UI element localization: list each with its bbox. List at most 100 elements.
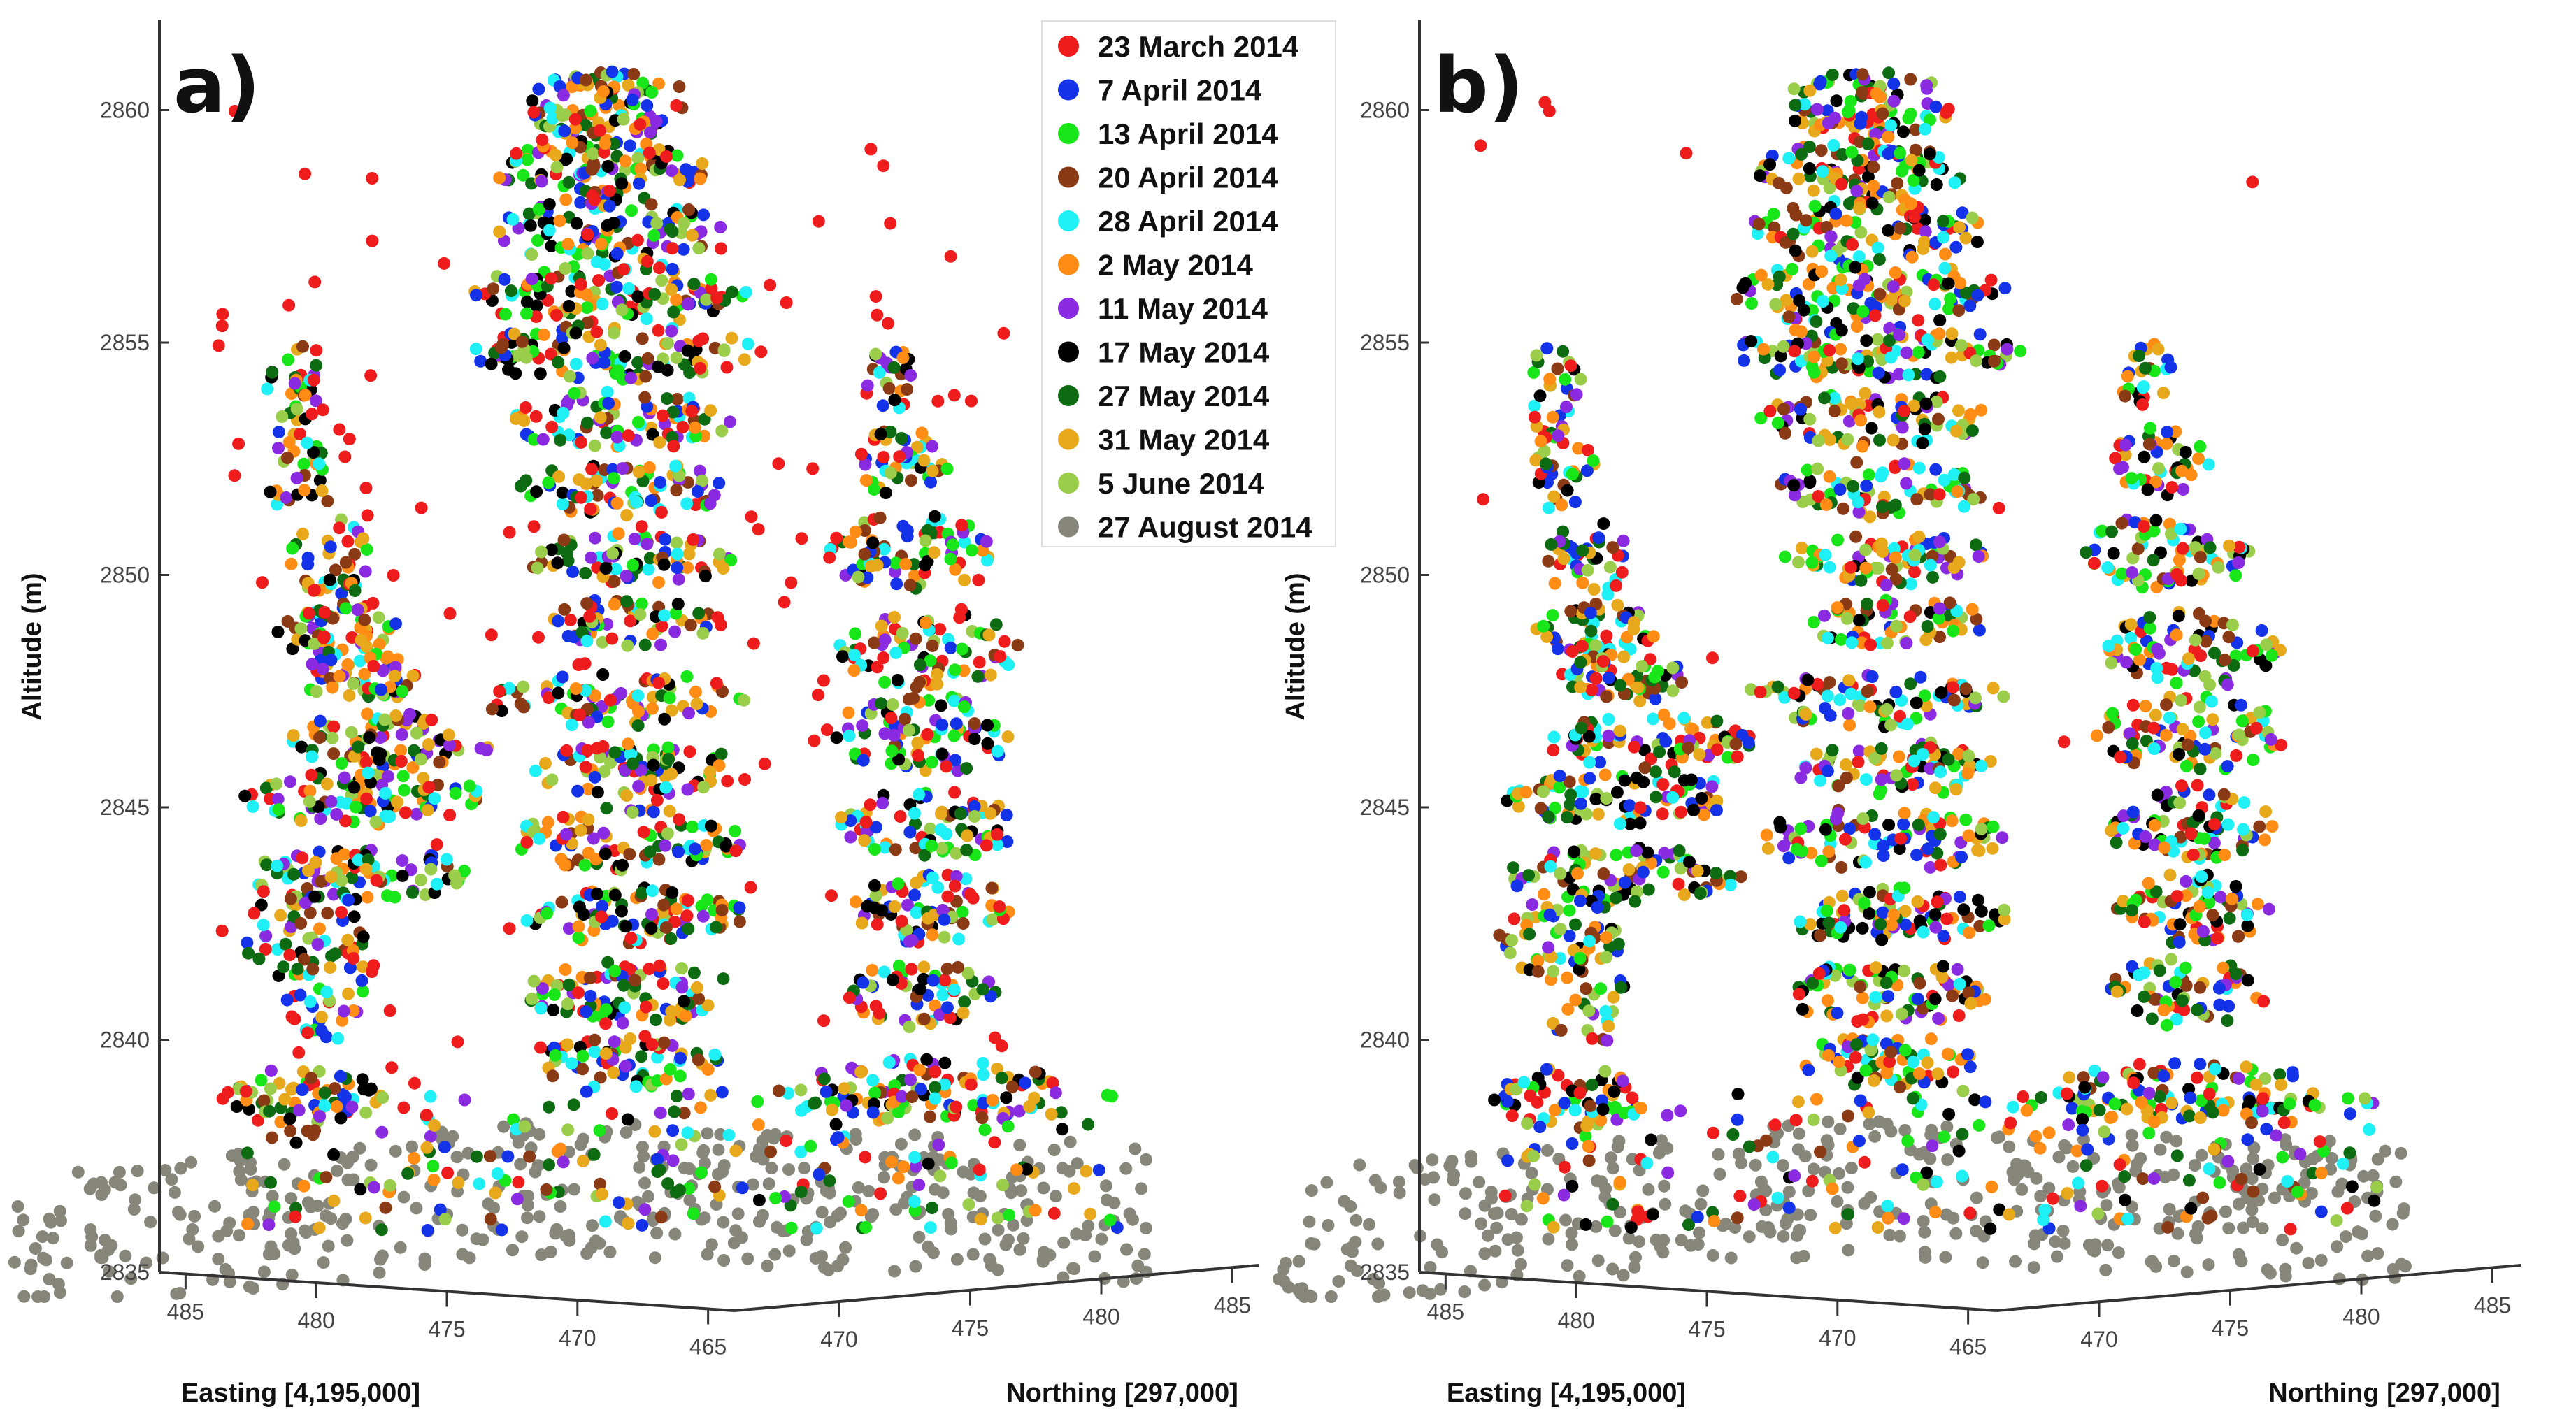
point [1864,1044,1877,1056]
point [599,137,612,150]
point [1001,1120,1015,1133]
point [924,822,937,835]
point [1963,299,1977,312]
point [509,412,522,425]
point [243,1280,256,1293]
point [595,700,608,713]
point [854,447,868,461]
point [909,1160,922,1173]
point [359,756,373,769]
point [297,1179,310,1193]
point [988,1136,1001,1149]
point [301,1026,314,1039]
point [713,759,726,772]
point [170,1287,183,1300]
point [936,904,950,916]
point [981,719,994,732]
point [310,685,323,698]
point [324,795,338,808]
point [1598,768,1612,781]
point [687,533,700,546]
point [424,1090,437,1103]
point [1553,781,1566,794]
point [1796,1002,1809,1016]
point [1547,744,1560,757]
point [580,597,594,610]
point [940,462,954,475]
point [521,1211,534,1225]
point [677,243,690,256]
point [517,680,530,693]
point [608,965,622,978]
point [309,394,322,408]
point [341,658,355,671]
point [1838,904,1851,917]
point [666,405,680,419]
point [670,293,683,306]
point [272,803,285,816]
point [708,489,721,502]
point [823,551,836,564]
point [1826,68,1839,81]
point [219,1262,232,1276]
point [338,450,352,463]
point [1924,1032,1938,1046]
point [823,1174,836,1188]
point [794,1083,808,1097]
point [873,1007,886,1020]
point [1812,490,1825,503]
point [725,285,738,298]
point [557,406,570,419]
point [919,559,931,572]
point [861,900,874,913]
point [1818,391,1831,405]
point [1938,473,1951,487]
point [1942,302,1955,315]
point [278,1158,291,1171]
point [666,262,679,275]
point [493,171,506,185]
point [1594,756,1607,769]
point [1795,542,1808,554]
point [504,284,517,298]
point [1831,533,1845,547]
point [315,1011,328,1024]
point [940,963,954,976]
point [1931,1067,1945,1081]
point [620,595,634,608]
point [529,410,543,423]
point [926,871,939,884]
point [1880,703,1894,716]
point [598,257,611,271]
point [966,891,980,905]
point [653,959,666,972]
point [950,870,963,883]
point [327,720,341,733]
point [1912,461,1926,475]
point [948,663,961,677]
point [1856,1013,1869,1026]
point [520,474,533,487]
point [665,164,678,178]
point [1029,1204,1042,1217]
point [589,531,601,545]
point [343,961,357,974]
point [388,670,401,683]
point [1638,761,1652,775]
point [1883,1056,1896,1068]
point [1584,624,1598,638]
point [950,717,963,730]
point [948,786,961,799]
point [678,995,691,1008]
point [747,637,760,650]
point [882,382,896,395]
point [635,1050,648,1063]
point [693,464,706,477]
point [647,758,660,772]
panel-b-points [1273,66,2412,1303]
point [638,1030,652,1043]
point [920,1053,933,1066]
point [594,1177,607,1190]
point [879,487,892,499]
point [1908,399,1921,412]
